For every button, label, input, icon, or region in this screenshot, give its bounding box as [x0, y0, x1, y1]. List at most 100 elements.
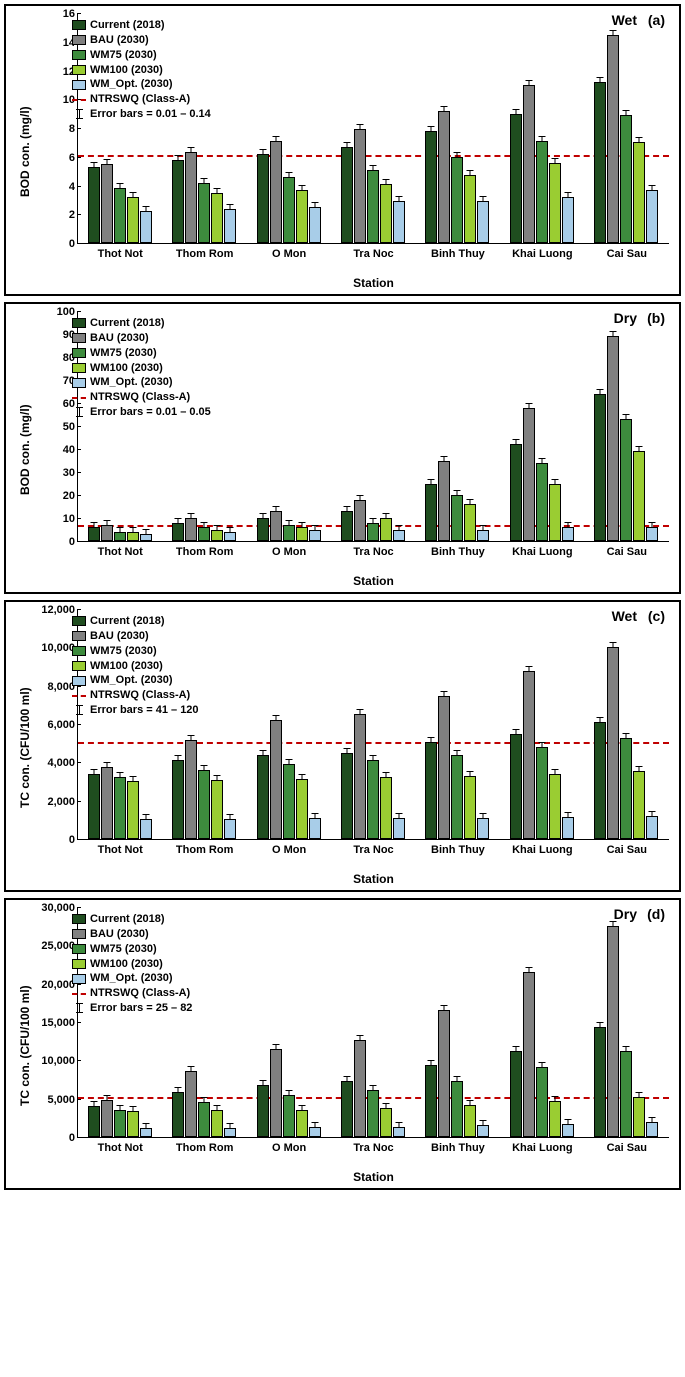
error-bar	[301, 522, 302, 528]
bar-group	[341, 500, 405, 541]
x-tick-label: Tra Noc	[353, 1142, 393, 1154]
bar-bau	[185, 518, 197, 541]
error-bar	[373, 1085, 374, 1091]
bar-wm100	[633, 1097, 645, 1137]
error-bar	[567, 522, 568, 528]
error-bar	[93, 522, 94, 528]
legend-item-wmopt: WM_Opt. (2030)	[72, 673, 199, 688]
legend-item-bau: BAU (2030)	[72, 331, 211, 346]
bar-bau	[438, 111, 450, 243]
legend: Current (2018)BAU (2030)WM75 (2030)WM100…	[72, 912, 192, 1016]
error-note: Error bars = 25 – 82	[90, 1001, 192, 1016]
y-tick-label: 0	[69, 238, 75, 250]
x-tick-label: O Mon	[272, 248, 306, 260]
bar-current	[341, 1081, 353, 1137]
legend-swatch	[72, 363, 86, 373]
error-bar	[386, 179, 387, 185]
error-note: Error bars = 0.01 – 0.14	[90, 107, 211, 122]
error-bar	[399, 813, 400, 819]
legend-item-wm100: WM100 (2030)	[72, 361, 211, 376]
x-tick-label: Thot Not	[98, 248, 143, 260]
y-axis-label: TC con. (CFU/100 ml)	[16, 610, 34, 886]
x-tick-label: Cai Sau	[607, 248, 647, 260]
error-bar	[483, 525, 484, 531]
x-tick-label: Thot Not	[98, 844, 143, 856]
error-bar	[204, 522, 205, 528]
bar-wm75	[620, 419, 632, 541]
error-bar-icon	[72, 109, 86, 119]
bar-wm100	[549, 774, 561, 839]
legend-item-current: Current (2018)	[72, 912, 192, 927]
legend-swatch	[72, 333, 86, 343]
error-bar	[444, 691, 445, 697]
y-tick-label: 4	[69, 181, 75, 193]
bar-group	[594, 35, 658, 243]
error-bar	[132, 192, 133, 198]
bar-wm100	[633, 451, 645, 541]
bar-wm100	[464, 776, 476, 839]
x-tick-label: Binh Thuy	[431, 248, 485, 260]
bar-wmopt	[562, 1124, 574, 1137]
bar-group	[425, 461, 489, 542]
error-bar	[262, 750, 263, 756]
legend-item-ref: NTRSWQ (Class-A)	[72, 390, 211, 405]
bar-wm75	[451, 157, 463, 243]
error-bar	[191, 147, 192, 153]
error-bar	[106, 520, 107, 526]
error-bar	[132, 776, 133, 782]
legend-item-current: Current (2018)	[72, 18, 211, 33]
error-bar	[652, 522, 653, 528]
x-tick-label: Binh Thuy	[431, 1142, 485, 1154]
bar-wmopt	[393, 201, 405, 243]
bar-wm75	[283, 177, 295, 243]
legend-item-current: Current (2018)	[72, 614, 199, 629]
error-bar	[515, 1046, 516, 1052]
error-bar	[145, 529, 146, 535]
chart-panel-d: Dry(d)Current (2018)BAU (2030)WM75 (2030…	[4, 898, 681, 1190]
x-tick-label: Khai Luong	[512, 248, 573, 260]
bar-wmopt	[224, 819, 236, 839]
y-tick-label: 20	[63, 490, 75, 502]
y-axis-label: BOD con. (mg/l)	[16, 14, 34, 290]
error-bar	[639, 1092, 640, 1098]
bar-current	[341, 753, 353, 839]
chart-panel-b: Dry(b)Current (2018)BAU (2030)WM75 (2030…	[4, 302, 681, 594]
bar-current	[425, 484, 437, 542]
bar-bau	[354, 500, 366, 541]
x-tick-label: Khai Luong	[512, 546, 573, 558]
legend-item-wm100: WM100 (2030)	[72, 659, 199, 674]
error-bar	[360, 495, 361, 501]
bar-bau	[101, 525, 113, 541]
bar-wm75	[536, 1067, 548, 1137]
error-bar	[457, 1076, 458, 1082]
bar-bau	[438, 1010, 450, 1137]
bar-current	[594, 722, 606, 839]
error-bar	[386, 772, 387, 778]
bar-wmopt	[477, 530, 489, 542]
error-bar	[347, 748, 348, 754]
legend-item-error: Error bars = 41 – 120	[72, 703, 199, 718]
bar-wm75	[283, 525, 295, 541]
legend-label: NTRSWQ (Class-A)	[90, 92, 190, 107]
x-axis: Thot NotThom RomO MonTra NocBinh ThuyKha…	[78, 244, 669, 278]
error-bar	[230, 1123, 231, 1129]
bar-current	[257, 1085, 269, 1137]
error-bar	[347, 142, 348, 148]
legend-swatch	[72, 35, 86, 45]
error-bar	[314, 813, 315, 819]
bar-bau	[523, 671, 535, 839]
legend-item-bau: BAU (2030)	[72, 629, 199, 644]
error-bar	[399, 1122, 400, 1128]
legend-item-wmopt: WM_Opt. (2030)	[72, 375, 211, 390]
legend-label: Current (2018)	[90, 18, 165, 33]
bar-current	[425, 742, 437, 839]
bar-bau	[270, 141, 282, 243]
x-axis-label: Station	[78, 1170, 669, 1184]
bar-wm75	[536, 141, 548, 243]
error-bar	[178, 1087, 179, 1093]
bar-wmopt	[646, 1122, 658, 1137]
bar-group	[257, 511, 321, 541]
bar-bau	[270, 1049, 282, 1137]
bar-wmopt	[477, 1125, 489, 1137]
legend-item-bau: BAU (2030)	[72, 927, 192, 942]
